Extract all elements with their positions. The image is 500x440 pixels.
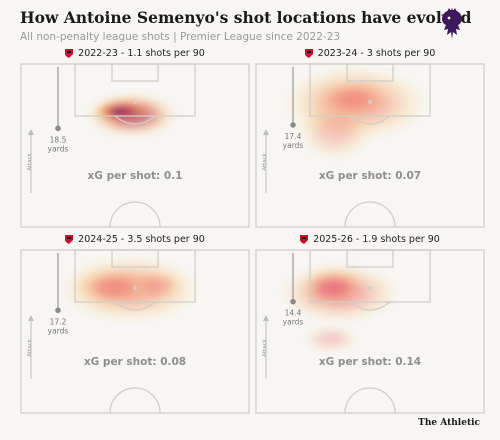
- attack-label: Attack: [262, 152, 268, 170]
- distance-label: 17.4 yards: [283, 132, 304, 150]
- attack-label: Attack: [27, 338, 33, 356]
- attack-label: Attack: [262, 338, 268, 356]
- pitch-heatmap: Attack 17.4 yards xG per shot: 0.07: [255, 63, 485, 228]
- brand-logo: The Athletic: [418, 418, 480, 428]
- panel-header: 2024-25 - 3.5 shots per 90: [20, 230, 250, 248]
- attack-arrow-head: [28, 315, 34, 321]
- pitch-heatmap: Attack 18.5 yards xG per shot: 0.1: [20, 63, 250, 228]
- penalty-spot: [133, 100, 137, 104]
- pitch-lines: [255, 63, 485, 228]
- attack-arrow-head: [28, 129, 34, 135]
- density-blob: [303, 325, 359, 353]
- panel-2022-23: 2022-23 - 1.1 shots per 90 Attack 18.5 yar…: [20, 44, 250, 229]
- xg-label: xG per shot: 0.1: [88, 170, 183, 182]
- distance-label: 17.2 yards: [48, 317, 69, 335]
- penalty-spot: [133, 286, 137, 290]
- centre-circle: [344, 201, 396, 228]
- density-blob: [313, 79, 393, 119]
- distance-label-line: 17.2: [50, 317, 67, 326]
- penalty-spot: [368, 100, 372, 104]
- centre-circle: [109, 387, 161, 414]
- xg-label: xG per shot: 0.14: [319, 356, 421, 368]
- panel-title: 2022-23 - 1.1 shots per 90: [78, 47, 205, 59]
- distance-dot: [290, 122, 296, 128]
- panel-2024-25: 2024-25 - 3.5 shots per 90 Attack 17.2 yar…: [20, 230, 250, 415]
- attack-arrow-head: [263, 129, 269, 135]
- penalty-arc: [114, 301, 156, 311]
- distance-label: 18.5 yards: [48, 135, 69, 153]
- six-yard-box: [346, 249, 394, 268]
- panel-2023-24: 2023-24 - 3 shots per 90 Attack 17.4 yards…: [255, 44, 485, 229]
- pitch-lines: [20, 63, 250, 228]
- distance-label-line: 14.4: [285, 309, 302, 318]
- shot-density: [58, 255, 202, 323]
- xg-label: xG per shot: 0.07: [319, 170, 421, 182]
- pitch-heatmap: Attack 17.2 yards xG per shot: 0.08: [20, 249, 250, 414]
- panel-header: 2022-23 - 1.1 shots per 90: [20, 44, 250, 62]
- bournemouth-crest-icon: [65, 48, 74, 58]
- centre-circle: [344, 387, 396, 414]
- penalty-arc: [349, 115, 391, 125]
- distance-label-line: 17.4: [285, 132, 302, 141]
- distance-dot: [55, 125, 61, 132]
- pitch-heatmap: Attack 14.4 yards xG per shot: 0.14: [255, 249, 485, 414]
- penalty-arc: [349, 301, 391, 311]
- distance-label: 14.4 yards: [283, 309, 304, 327]
- density-blob: [299, 267, 367, 307]
- chart-title: How Antoine Semenyo's shot locations hav…: [20, 8, 472, 27]
- shot-density: [86, 93, 178, 137]
- density-blob: [130, 269, 186, 301]
- distance-label-line: yards: [283, 318, 304, 327]
- panel-title: 2024-25 - 3.5 shots per 90: [78, 233, 205, 245]
- panel-header: 2025-26 - 1.9 shots per 90: [255, 230, 485, 248]
- distance-label-line: 18.5: [50, 135, 67, 144]
- distance-label-line: yards: [48, 326, 69, 335]
- bournemouth-crest-icon: [304, 48, 313, 58]
- penalty-arc: [114, 115, 156, 125]
- bournemouth-crest-icon: [65, 234, 74, 244]
- distance-dot: [290, 298, 296, 305]
- panel-header: 2023-24 - 3 shots per 90: [255, 44, 485, 62]
- attack-arrow-head: [263, 315, 269, 321]
- six-yard-box: [346, 63, 394, 82]
- six-yard-box: [111, 249, 159, 268]
- panel-title: 2023-24 - 3 shots per 90: [317, 47, 436, 59]
- xg-label: xG per shot: 0.08: [84, 356, 186, 368]
- shot-density: [277, 263, 401, 353]
- distance-label-line: yards: [48, 144, 69, 153]
- distance-label-line: yards: [283, 141, 304, 150]
- panel-2025-26: 2025-26 - 1.9 shots per 90 Attack 14.4 yar…: [255, 230, 485, 415]
- density-blob: [70, 267, 154, 307]
- chart-subtitle: All non-penalty league shots | Premier L…: [20, 31, 341, 43]
- bournemouth-crest-icon: [300, 234, 309, 244]
- attack-label: Attack: [27, 152, 33, 170]
- centre-circle: [109, 201, 161, 228]
- six-yard-box: [111, 63, 159, 82]
- distance-dot: [55, 307, 61, 314]
- pitch-lines: [20, 249, 250, 414]
- penalty-spot: [368, 286, 372, 290]
- pitch-lines: [255, 249, 485, 414]
- premier-league-lion-icon: [442, 8, 462, 39]
- panel-title: 2025-26 - 1.9 shots per 90: [313, 233, 440, 245]
- density-blob: [94, 102, 146, 120]
